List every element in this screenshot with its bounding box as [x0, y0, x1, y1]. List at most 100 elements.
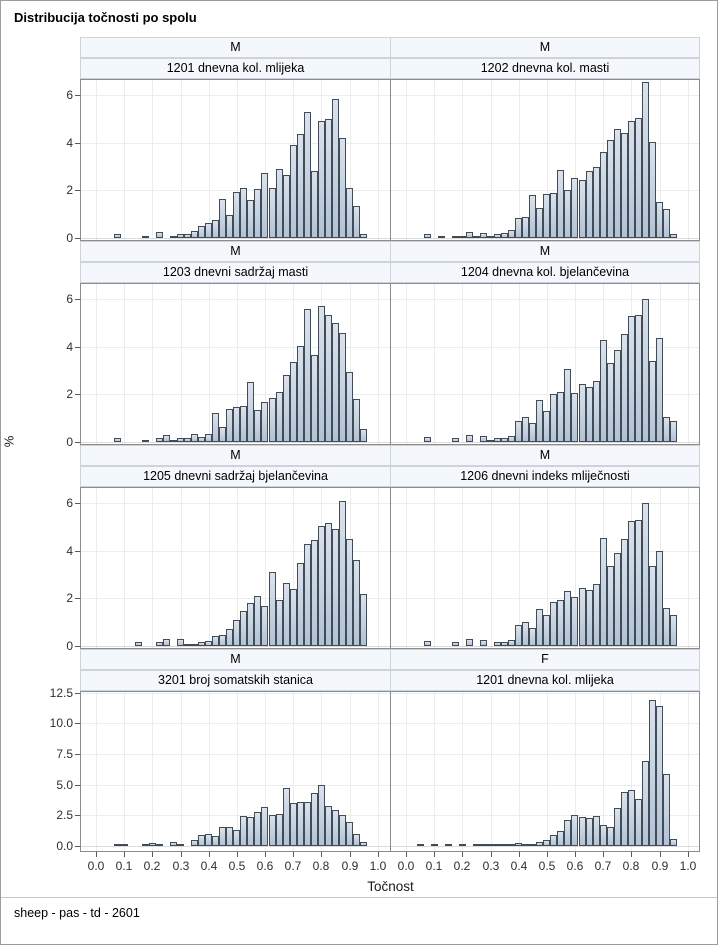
histogram-bar — [600, 152, 607, 238]
gridline-vertical — [434, 284, 436, 444]
gridline-horizontal — [391, 551, 699, 552]
x-axis-tick — [631, 852, 632, 857]
y-axis-tick — [75, 598, 80, 599]
histogram-bar — [466, 639, 473, 646]
histogram-bar — [635, 118, 642, 238]
histogram-bar — [536, 842, 543, 846]
histogram-bar — [424, 234, 431, 238]
gridline-horizontal — [391, 238, 699, 239]
y-tick-label: 4 — [66, 340, 73, 354]
histogram-bar — [360, 429, 367, 442]
x-axis-tick — [660, 852, 661, 857]
gridline-horizontal — [81, 815, 390, 816]
histogram-bar — [205, 434, 212, 442]
panel-group-label-sex: F — [390, 649, 700, 670]
histogram-bar — [325, 119, 332, 238]
gridline-horizontal — [81, 442, 390, 443]
histogram-bar — [297, 802, 304, 846]
histogram-bar — [353, 560, 360, 646]
histogram-bar — [240, 611, 247, 646]
x-tick-label: 0.8 — [312, 859, 330, 873]
gridline-vertical — [265, 488, 267, 648]
histogram-bar — [339, 815, 346, 846]
histogram-bar — [649, 142, 656, 238]
y-axis-tick — [75, 394, 80, 395]
gridline-horizontal — [391, 723, 699, 724]
histogram-bar — [283, 175, 290, 238]
histogram-bar — [346, 188, 353, 238]
gridline-vertical — [96, 692, 97, 851]
x-axis-tick — [603, 852, 604, 857]
gridline-vertical — [377, 284, 379, 444]
histogram-bar — [642, 299, 649, 442]
histogram-bar — [156, 232, 163, 238]
gridline-vertical — [96, 80, 97, 240]
histogram-bar — [487, 844, 494, 846]
histogram-bar — [452, 236, 459, 238]
gridline-vertical — [406, 284, 407, 444]
gridline-vertical — [349, 284, 351, 444]
histogram-bar — [318, 121, 325, 238]
y-tick-label: 4 — [66, 544, 73, 558]
histogram-bar — [508, 640, 515, 646]
histogram-bar — [276, 392, 283, 442]
gridline-horizontal — [391, 299, 699, 300]
histogram-bar — [184, 644, 191, 646]
gridline-vertical — [152, 692, 154, 851]
histogram-bar — [240, 406, 247, 442]
plot-area — [390, 79, 700, 241]
histogram-bar — [226, 409, 233, 442]
histogram-bar — [198, 642, 205, 646]
panel-group-label-trait: 1206 dnevni indeks mliječnosti — [390, 466, 700, 487]
gridline-vertical — [236, 692, 238, 851]
histogram-bar — [586, 387, 593, 442]
histogram-bar — [297, 563, 304, 646]
gridline-vertical — [265, 80, 267, 240]
y-axis-tick — [75, 785, 80, 786]
histogram-bar — [170, 236, 177, 238]
histogram-bar — [304, 309, 311, 442]
histogram-bar — [212, 836, 219, 846]
histogram-bar — [593, 584, 600, 646]
gridline-vertical — [293, 488, 295, 648]
histogram-bar — [557, 600, 564, 646]
histogram-bar — [191, 434, 198, 442]
histogram-bar — [649, 566, 656, 646]
histogram-bar — [254, 596, 261, 646]
plot-area — [390, 691, 700, 852]
x-tick-label: 1.0 — [679, 859, 697, 873]
histogram-bar — [226, 215, 233, 238]
x-axis-tick — [688, 852, 689, 857]
histogram-bar — [177, 234, 184, 238]
gridline-vertical — [236, 284, 238, 444]
histogram-bar — [311, 793, 318, 846]
histogram-bar — [339, 333, 346, 442]
histogram-bar — [550, 602, 557, 646]
gridline-horizontal — [391, 815, 699, 816]
histogram-bar — [170, 440, 177, 442]
x-tick-label: 1.0 — [369, 859, 387, 873]
y-axis-tick — [75, 723, 80, 724]
histogram-bar — [600, 825, 607, 846]
x-axis-tick — [152, 852, 153, 857]
histogram-bar — [663, 209, 670, 238]
histogram-bar — [283, 375, 290, 442]
histogram-bar — [670, 421, 677, 442]
gridline-vertical — [152, 80, 154, 240]
x-axis-tick — [293, 852, 294, 857]
histogram-bar — [452, 642, 459, 646]
panel-group-label-trait: 1205 dnevni sadržaj bjelančevina — [80, 466, 391, 487]
histogram-bar — [304, 544, 311, 646]
histogram-bar — [670, 615, 677, 646]
histogram-bar — [261, 807, 268, 846]
histogram-bar — [269, 398, 276, 442]
histogram-bar — [156, 844, 163, 846]
gridline-horizontal — [391, 95, 699, 96]
histogram-bar — [515, 421, 522, 442]
y-tick-label: 0 — [66, 435, 73, 449]
gridline-vertical — [462, 80, 464, 240]
histogram-bar — [360, 594, 367, 646]
histogram-bar — [212, 413, 219, 442]
histogram-bar — [290, 589, 297, 646]
